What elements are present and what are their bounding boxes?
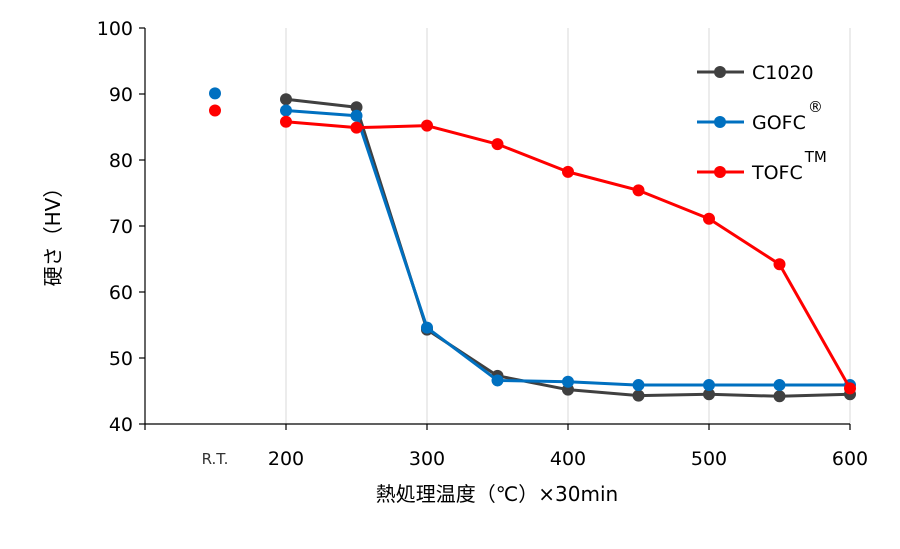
grid-lines bbox=[285, 28, 851, 424]
data-point-gofc-200 bbox=[280, 104, 292, 117]
data-point-tofc-450 bbox=[632, 184, 645, 197]
data-point-gofc-350 bbox=[491, 374, 504, 387]
axes bbox=[139, 27, 851, 430]
x-axis-title: 熱処理温度（℃）×30min bbox=[376, 482, 618, 506]
y-tick-label-40: 40 bbox=[109, 414, 133, 436]
data-point-tofc-550 bbox=[773, 258, 786, 271]
legend-marker-c1020 bbox=[714, 66, 726, 78]
y-tick-label-60: 60 bbox=[109, 282, 133, 304]
legend-label-c1020: C1020 bbox=[752, 62, 814, 84]
series-tofc bbox=[209, 104, 856, 395]
data-point-gofc-450 bbox=[632, 379, 645, 392]
legend-superscript-tofc: TM bbox=[804, 148, 827, 166]
x-tick-label-400: 400 bbox=[550, 448, 586, 470]
data-point-gofc-400 bbox=[562, 375, 574, 388]
tick-labels: 40 50 60 70 80 90 100 200 300 400 500 600 R.T. bbox=[97, 18, 868, 470]
y-tick-label-80: 80 bbox=[109, 150, 133, 172]
y-tick-label-50: 50 bbox=[109, 348, 133, 370]
data-point-tofc-300 bbox=[421, 119, 433, 132]
data-point-gofc-rt bbox=[209, 87, 221, 100]
data-point-tofc-400 bbox=[562, 165, 574, 178]
data-point-tofc-250 bbox=[350, 121, 363, 134]
legend-label-gofc: GOFC bbox=[752, 112, 806, 134]
data-point-tofc-rt bbox=[209, 104, 221, 117]
legend-superscript-gofc: ® bbox=[808, 98, 823, 116]
data-point-gofc-250 bbox=[350, 109, 363, 122]
legend-label-tofc: TOFC bbox=[751, 162, 803, 184]
data-point-tofc-200 bbox=[280, 115, 292, 128]
data-point-tofc-500 bbox=[703, 212, 715, 225]
y-axis-title: 硬さ（HV） bbox=[41, 178, 65, 287]
data-point-c1020-250 bbox=[350, 101, 363, 114]
y-tick-label-100: 100 bbox=[97, 18, 133, 40]
series-layer bbox=[209, 87, 856, 403]
x-tick-label-500: 500 bbox=[691, 448, 727, 470]
x-tick-label-200: 200 bbox=[268, 448, 304, 470]
x-tick-label-300: 300 bbox=[409, 448, 445, 470]
data-point-tofc-600 bbox=[844, 382, 856, 395]
data-point-gofc-550 bbox=[773, 379, 786, 392]
data-point-c1020-200 bbox=[280, 93, 292, 106]
data-point-c1020-450 bbox=[632, 389, 645, 402]
data-point-gofc-300 bbox=[421, 321, 433, 334]
data-point-c1020-500 bbox=[703, 388, 715, 401]
y-tick-label-90: 90 bbox=[109, 84, 133, 106]
x-tick-label-600: 600 bbox=[832, 448, 868, 470]
data-point-c1020-550 bbox=[773, 390, 786, 403]
x-tick-label-rt: R.T. bbox=[202, 450, 229, 468]
legend-marker-tofc bbox=[714, 166, 726, 178]
y-tick-label-70: 70 bbox=[109, 216, 133, 238]
data-point-tofc-350 bbox=[491, 138, 504, 151]
data-point-gofc-500 bbox=[703, 379, 715, 392]
legend-marker-gofc bbox=[714, 116, 726, 128]
